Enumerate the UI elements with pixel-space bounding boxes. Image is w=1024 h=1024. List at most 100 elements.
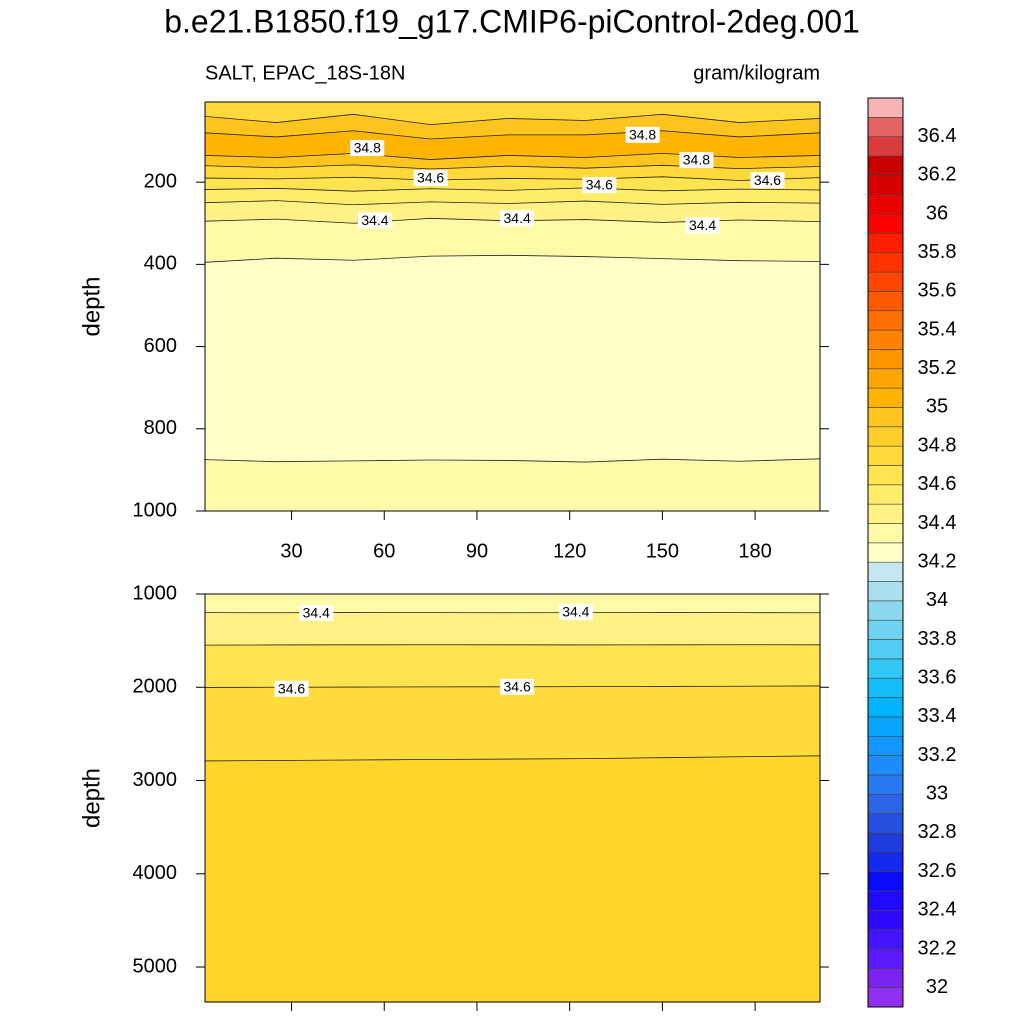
colorbar-box: [867, 832, 904, 853]
colorbar-box: [867, 619, 904, 640]
colorbar-label: 35.4: [918, 318, 957, 340]
colorbar-label: 33.6: [918, 666, 957, 688]
contour-label-bg: [350, 140, 385, 157]
colorbar-box: [867, 871, 904, 892]
contour-label-bg: [500, 210, 535, 227]
contour-line: [205, 113, 820, 126]
colorbar-label: 32.2: [918, 937, 957, 959]
colorbar-box: [867, 407, 904, 428]
fill-band: [205, 594, 820, 613]
y-tick-label: 3000: [133, 769, 178, 791]
colorbar-label: 34.6: [918, 473, 957, 495]
colorbar-box: [867, 291, 904, 312]
x-tick-label: 120: [553, 540, 586, 562]
contour-label-bg: [558, 603, 593, 620]
contour-line: [205, 176, 820, 181]
colorbar-box: [867, 445, 904, 466]
contour-label: 34.6: [504, 678, 531, 694]
y-axis-label: depth: [78, 276, 105, 336]
colorbar-label: 34.2: [918, 550, 957, 572]
fill-band: [205, 612, 820, 646]
colorbar-box: [867, 387, 904, 408]
colorbar-label: 35.6: [918, 280, 957, 302]
y-axis-label: depth: [78, 768, 105, 828]
contour-line: [205, 187, 820, 192]
colorbar-label: 34: [926, 589, 948, 611]
colorbar-label: 35.8: [918, 241, 957, 263]
colorbar-label: 33.4: [918, 705, 957, 727]
x-tick-label: 90: [466, 540, 488, 562]
colorbar-box: [867, 503, 904, 524]
contour-line: [205, 152, 820, 160]
y-tick-label: 400: [144, 253, 177, 275]
colorbar-box: [867, 697, 904, 718]
contour-line: [205, 164, 820, 170]
colorbar-label: 36: [926, 202, 948, 224]
contour-label-bg: [750, 172, 785, 189]
fill-band: [205, 755, 820, 1002]
fill-band: [205, 685, 820, 762]
colorbar-box: [867, 426, 904, 447]
colorbar-box: [867, 658, 904, 679]
y-tick-label: 4000: [133, 862, 178, 884]
contour-label: 34.8: [354, 140, 381, 156]
colorbar-label: 36.2: [918, 164, 957, 186]
contour-label-bg: [625, 126, 660, 143]
x-tick-label: 60: [373, 540, 395, 562]
colorbar-label: 36.4: [918, 125, 957, 147]
contour-label-bg: [500, 678, 535, 695]
colorbar-box: [867, 271, 904, 292]
contour-label-bg: [679, 151, 714, 168]
colorbar-box: [867, 465, 904, 486]
colorbar-box: [867, 368, 904, 389]
colorbar-box: [867, 136, 904, 157]
contour-line: [205, 755, 820, 762]
x-tick-label: 150: [646, 540, 679, 562]
colorbar-label: 32.6: [918, 860, 957, 882]
plot-frame: [204, 101, 821, 512]
contour-label: 34.6: [278, 680, 305, 696]
colorbar-box: [867, 774, 904, 795]
fill-band: [205, 255, 820, 463]
colorbar-label: 32.4: [918, 899, 957, 921]
contour-label-bg: [413, 170, 448, 187]
chart-title: b.e21.B1850.f19_g17.CMIP6-piControl-2deg…: [164, 3, 860, 39]
contour-label: 34.6: [417, 170, 444, 186]
colorbar-box: [867, 851, 904, 872]
x-tick-label: 180: [738, 540, 771, 562]
x-tick-label: 30: [280, 540, 302, 562]
contour-label: 34.4: [303, 605, 330, 621]
colorbar-box: [867, 213, 904, 234]
colorbar-box: [867, 194, 904, 215]
contour-line: [205, 200, 820, 206]
colorbar-label: 33: [926, 783, 948, 805]
colorbar-box: [867, 117, 904, 137]
y-tick-label: 5000: [133, 955, 178, 977]
colorbar-frame: [867, 97, 904, 1008]
y-tick-label: 1000: [133, 582, 178, 604]
colorbar-box: [867, 735, 904, 756]
contour-line: [205, 458, 820, 463]
colorbar-box: [867, 639, 904, 660]
panel-left-title: SALT, EPAC_18S-18N: [205, 62, 405, 84]
colorbar-label: 33.8: [918, 628, 957, 650]
contour-label: 34.4: [562, 604, 589, 620]
contour-label: 34.6: [754, 172, 781, 188]
contour-label: 34.4: [689, 217, 716, 233]
colorbar-box: [867, 233, 904, 254]
colorbar-box: [867, 97, 904, 118]
colorbar-box: [867, 175, 904, 196]
contour-label-bg: [299, 604, 334, 621]
colorbar-box: [867, 755, 904, 776]
colorbar-box: [867, 252, 904, 273]
plot-frame: [204, 593, 821, 1003]
y-tick-label: 1000: [133, 499, 178, 521]
contour-label: 34.4: [361, 212, 388, 228]
contour-label: 34.4: [504, 210, 531, 226]
colorbar-box: [867, 987, 904, 1008]
panel-right-title: gram/kilogram: [693, 62, 820, 84]
colorbar-box: [867, 349, 904, 370]
contour-label: 34.8: [683, 152, 710, 168]
